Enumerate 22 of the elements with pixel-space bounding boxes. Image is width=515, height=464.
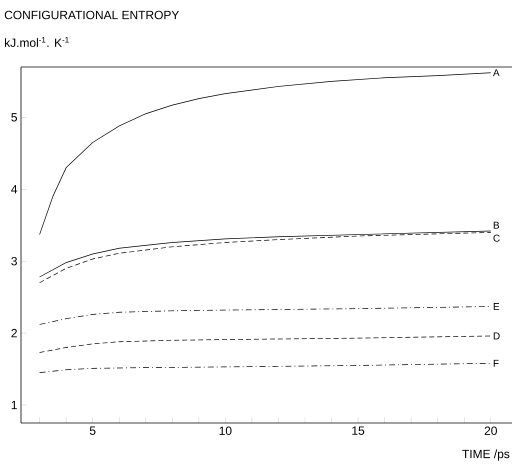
series-label: D	[494, 332, 500, 340]
series-label: C	[493, 234, 500, 242]
series-label: A	[492, 69, 500, 76]
y-tick-label: 3	[11, 256, 17, 266]
line-series	[39, 362, 492, 374]
series-label: E	[494, 303, 500, 310]
line-series	[39, 72, 492, 235]
x-axis-title: TIME /ps	[462, 449, 510, 461]
x-tick-label: 20	[484, 426, 497, 435]
line-series	[39, 336, 492, 353]
y-tick-label: 1	[12, 400, 17, 410]
y-tick-label: 4	[11, 185, 18, 194]
line-series	[39, 306, 492, 325]
series-label: B	[494, 222, 500, 229]
chart-title: CONFIGURATIONAL ENTROPY	[4, 10, 180, 20]
x-tick-label: 10	[220, 426, 232, 435]
x-tick-label: 5	[90, 426, 96, 435]
y-axis-title: kJ.mol$^{-1}$. K$^{-1}$	[5, 37, 69, 47]
x-tick-label: 15	[352, 426, 364, 435]
y-tick-label: 2	[11, 328, 17, 338]
series-label: F	[494, 360, 499, 367]
y-tick-label: 5	[11, 113, 17, 122]
